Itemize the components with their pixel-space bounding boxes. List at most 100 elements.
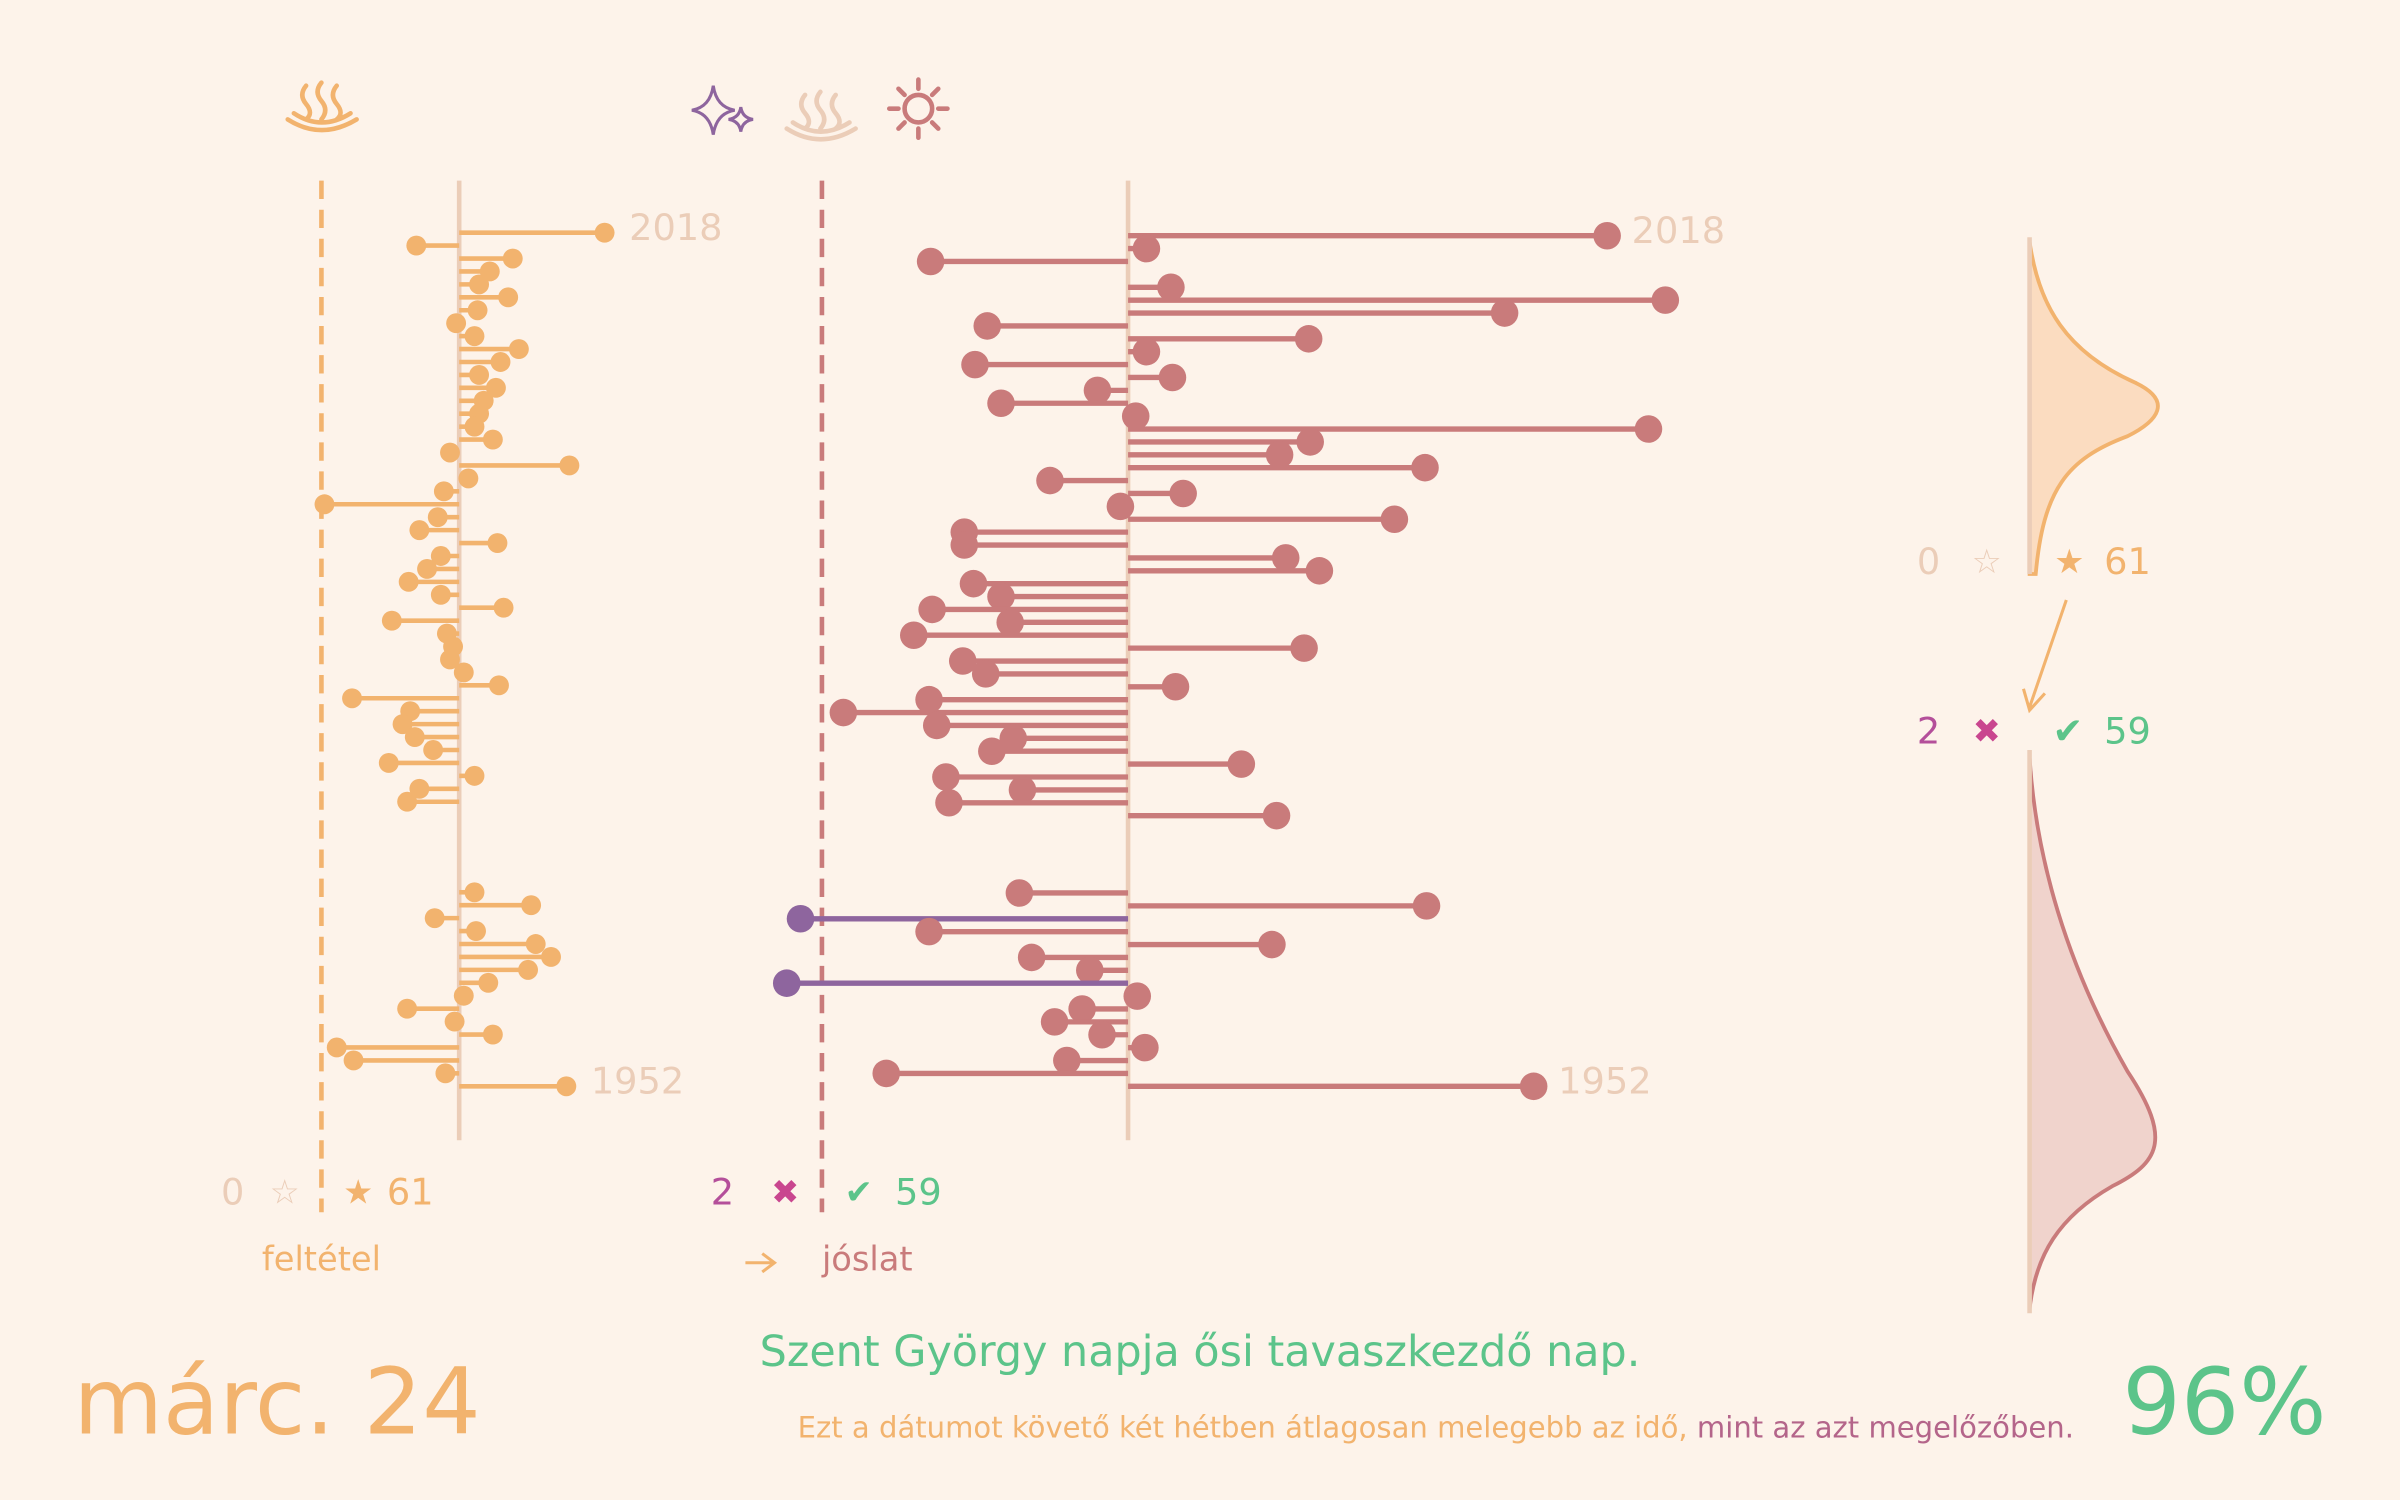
lollipop-dot — [464, 416, 485, 437]
lollipop-dot — [518, 959, 539, 980]
lollipop-dot — [1161, 673, 1190, 701]
lollipop-dot — [772, 969, 801, 997]
lollipop-dot — [478, 972, 499, 993]
miss-count: 0 — [1917, 540, 1940, 583]
lollipop-dot — [482, 1024, 503, 1045]
lollipop-dot — [489, 675, 509, 696]
lollipop-dot — [409, 520, 430, 541]
sun-icon — [886, 77, 950, 141]
lollipop-dot — [556, 1076, 577, 1097]
lollipop-dot — [453, 985, 474, 1006]
lollipop-dot — [424, 908, 445, 929]
arrow — [2021, 599, 2068, 714]
score: 96% — [2122, 1349, 2326, 1456]
lollipop-dot — [932, 763, 960, 791]
lollipop-dot — [1290, 634, 1318, 662]
year-label: 2018 — [629, 206, 722, 249]
lollipop-dot — [342, 688, 362, 709]
lollipop-dot — [1040, 1008, 1069, 1036]
lollipop-dot — [541, 946, 561, 967]
lollipop-dot — [430, 546, 451, 566]
hit-icon: ★ — [2054, 542, 2084, 581]
lollipop-dot — [464, 882, 485, 903]
lollipop-dot — [971, 660, 1000, 688]
lollipop-dot — [1123, 982, 1152, 1010]
hit-icon: ★ — [343, 1172, 373, 1211]
axis-label: jóslat — [821, 1240, 913, 1279]
lollipop-dot — [915, 685, 943, 714]
hit-icon: ✔ — [2052, 710, 2083, 753]
lollipop-dot — [916, 247, 945, 276]
miss-icon: ☆ — [270, 1172, 300, 1211]
lollipop-dot — [487, 533, 508, 554]
lollipop-dot — [440, 442, 460, 463]
miss-icon: ✖ — [771, 1172, 799, 1211]
lollipop-dot — [490, 352, 511, 372]
lollipop-dot — [430, 584, 451, 605]
lollipop-dot — [1258, 930, 1286, 959]
lollipop-dot — [1088, 1020, 1116, 1049]
lollipop-dot — [948, 647, 977, 675]
lollipop-dot — [1296, 428, 1324, 456]
miss-count: 2 — [1917, 710, 1940, 753]
lollipop-dot — [987, 389, 1015, 418]
year-label: 1952 — [591, 1060, 684, 1103]
lollipop-dot — [453, 662, 474, 683]
hit-count: 61 — [387, 1170, 434, 1213]
lollipop-dot — [392, 714, 413, 735]
lollipop-dot — [594, 222, 615, 243]
hit-count: 59 — [2104, 710, 2151, 753]
spring-icon-faded — [784, 89, 858, 142]
lollipop-dot — [1305, 557, 1334, 585]
lollipop-dot — [397, 791, 418, 812]
lollipop-dot — [1121, 402, 1150, 430]
lollipop-dot — [409, 778, 430, 799]
lollipop-dot — [950, 531, 979, 559]
lollipop-dot — [397, 998, 418, 1019]
lollipop-dot — [1227, 750, 1256, 778]
lollipop-dot — [915, 917, 943, 946]
headline: Szent György napja ősi tavaszkezdő nap. — [760, 1327, 1641, 1377]
miss-icon: ✖ — [1973, 712, 2001, 751]
lollipop-dot — [417, 558, 437, 579]
lollipop-dot — [1106, 492, 1135, 521]
lollipop-dot — [900, 621, 928, 650]
hit-icon: ✔ — [845, 1172, 873, 1211]
lollipop-dot — [498, 287, 519, 308]
lollipop-dot — [326, 1037, 347, 1058]
lollipop-dot — [314, 494, 335, 515]
lollipop-dot — [467, 300, 488, 321]
lollipop-dot — [872, 1059, 900, 1088]
lollipop-dot — [961, 350, 989, 379]
lollipop-dot — [343, 1050, 364, 1071]
lollipop-dot — [935, 789, 963, 817]
lollipop-dot — [1083, 376, 1112, 405]
axis-label: feltétel — [262, 1240, 381, 1279]
lollipop-dot — [1412, 892, 1441, 920]
lollipop-dot — [786, 904, 815, 933]
lollipop-dot — [1158, 363, 1187, 392]
lollipop-dot — [482, 429, 503, 450]
lollipop-dot — [406, 235, 427, 256]
hit-count: 61 — [2104, 540, 2151, 583]
lollipop-dot — [404, 727, 425, 748]
lollipop-dot — [829, 698, 858, 727]
lollipop-dot — [1017, 943, 1046, 972]
lollipop-dot — [1157, 273, 1185, 302]
lollipop-dot — [423, 740, 444, 760]
lollipop-dot — [469, 274, 490, 295]
lollipop-dot — [1005, 879, 1034, 907]
date: márc. 24 — [73, 1349, 480, 1456]
lollipop-dot — [1651, 286, 1680, 314]
lollipop-dot — [999, 724, 1028, 753]
miss-count: 2 — [711, 1170, 734, 1213]
lollipop-dot — [464, 326, 485, 347]
year-label: 1952 — [1558, 1060, 1651, 1103]
lollipop-dot — [978, 737, 1006, 765]
lollipop-dot — [466, 921, 486, 942]
lollipop-dot — [1411, 453, 1439, 482]
lollipop-dot — [446, 313, 467, 334]
lollipop-dot — [1132, 234, 1161, 263]
lollipop-dot — [559, 455, 580, 476]
